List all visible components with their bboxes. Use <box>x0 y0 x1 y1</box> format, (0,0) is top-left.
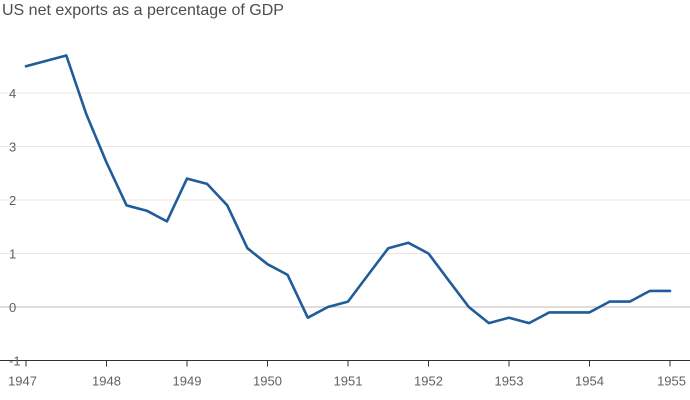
y-tick-label: 4 <box>9 86 16 101</box>
x-tick-label: 1947 <box>8 374 37 389</box>
x-tick-label: 1949 <box>173 374 202 389</box>
x-axis <box>0 360 690 367</box>
gridlines <box>0 92 690 308</box>
y-tick-label: 0 <box>9 300 16 315</box>
x-tick-label: 1950 <box>253 374 282 389</box>
x-tick-label: 1955 <box>657 374 686 389</box>
x-tick-label: 1951 <box>334 374 363 389</box>
series-layer <box>24 54 672 325</box>
y-axis-tick-labels: -1 0 1 2 3 4 <box>9 86 21 369</box>
y-tick-label: 3 <box>9 140 16 155</box>
series-line <box>24 54 672 325</box>
x-tick-label: 1952 <box>414 374 443 389</box>
x-tick-label: 1953 <box>495 374 524 389</box>
x-tick-label: 1948 <box>92 374 121 389</box>
y-tick-label: 2 <box>9 193 16 208</box>
x-tick-label: 1954 <box>575 374 604 389</box>
x-axis-tick-labels: 1947 1948 1949 1950 1951 1952 1953 1954 1955 <box>8 374 686 389</box>
y-tick-label: 1 <box>9 247 16 262</box>
y-tick-label: -1 <box>9 354 21 369</box>
chart-title: US net exports as a percentage of GDP <box>2 2 284 19</box>
